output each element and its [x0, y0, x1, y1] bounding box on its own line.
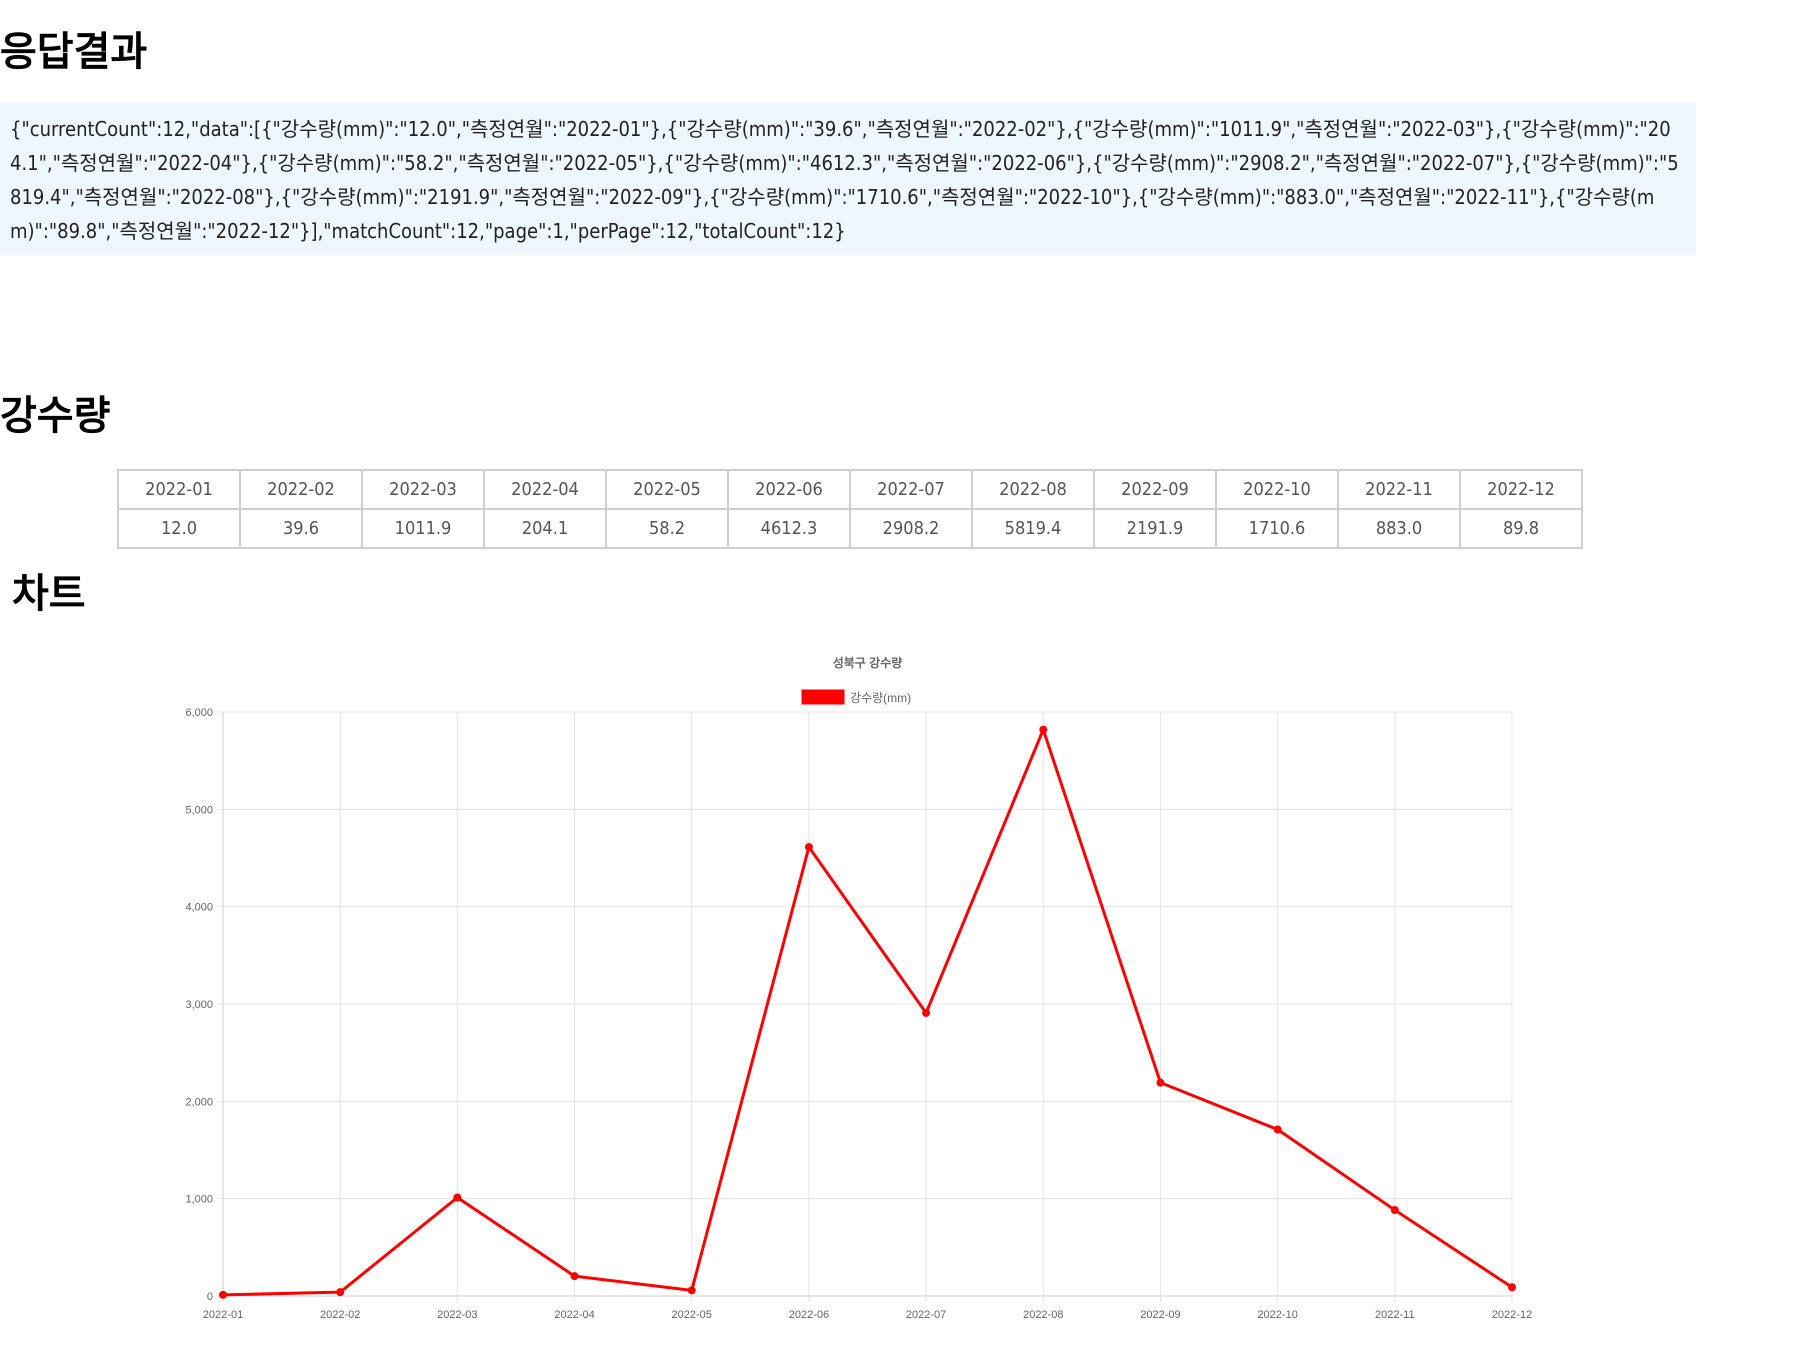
table-cell-month: 2022-12 — [1459, 469, 1583, 510]
table-cell-month: 2022-08 — [971, 469, 1095, 510]
x-tick-label: 2022-05 — [672, 1309, 712, 1321]
y-tick-label: 3,000 — [185, 999, 213, 1011]
chart-heading: 차트 — [12, 571, 86, 617]
table-cell-value: 89.8 — [1459, 508, 1583, 549]
table-cell-month: 2022-02 — [239, 469, 363, 510]
x-tick-label: 2022-07 — [906, 1309, 946, 1321]
table-cell-month: 2022-06 — [727, 469, 851, 510]
x-tick-label: 2022-04 — [554, 1309, 594, 1321]
table-cell-value: 883.0 — [1337, 508, 1461, 549]
y-tick-label: 6,000 — [185, 707, 213, 719]
result-heading: 응답결과 — [0, 29, 148, 75]
legend-label: 강수량(mm) — [850, 691, 911, 705]
data-point — [1508, 1283, 1516, 1292]
x-tick-label: 2022-08 — [1023, 1309, 1063, 1321]
y-tick-label: 5,000 — [185, 804, 213, 816]
table-cell-month: 2022-01 — [117, 469, 241, 510]
table-cell-month: 2022-03 — [361, 469, 485, 510]
x-tick-label: 2022-01 — [203, 1309, 243, 1321]
table-row-months: 2022-01 2022-02 2022-03 2022-04 2022-05 2022-… — [117, 469, 1583, 510]
x-tick-label: 2022-11 — [1375, 1309, 1415, 1321]
series-line — [222, 728, 1513, 1297]
table-cell-value: 1011.9 — [361, 508, 485, 549]
table-cell-month: 2022-09 — [1093, 469, 1217, 510]
table-cell-month: 2022-07 — [849, 469, 973, 510]
y-tick-label: 0 — [207, 1291, 213, 1303]
table-cell-month: 2022-11 — [1337, 469, 1461, 510]
table-cell-value: 39.6 — [239, 508, 363, 549]
x-tick-label: 2022-10 — [1257, 1309, 1297, 1321]
y-tick-label: 4,000 — [185, 902, 213, 914]
data-point — [804, 843, 813, 852]
y-tick-label: 1,000 — [185, 1194, 213, 1206]
chart-title: 성북구 강수량 — [833, 656, 903, 670]
table-cell-value: 2191.9 — [1093, 508, 1217, 549]
table-cell-value: 58.2 — [605, 508, 729, 549]
y-tick-label: 2,000 — [185, 1096, 213, 1108]
data-point — [1273, 1125, 1282, 1134]
data-point — [336, 1288, 345, 1297]
data-point — [219, 1290, 227, 1299]
x-tick-label: 2022-06 — [789, 1309, 829, 1321]
data-point — [570, 1272, 579, 1281]
data-point — [1390, 1206, 1399, 1215]
rainfall-table: 2022-01 2022-02 2022-03 2022-04 2022-05 2022-… — [117, 469, 1583, 549]
table-row-values: 12.0 39.6 1011.9 204.1 58.2 4612.3 2908.2 5819.… — [117, 508, 1583, 549]
table-cell-month: 2022-04 — [483, 469, 607, 510]
x-tick-label: 2022-12 — [1492, 1309, 1532, 1321]
data-point — [922, 1008, 931, 1017]
table-cell-value: 12.0 — [117, 508, 241, 549]
x-tick-label: 2022-02 — [320, 1309, 360, 1321]
table-cell-value: 1710.6 — [1215, 508, 1339, 549]
table-cell-value: 2908.2 — [849, 508, 973, 549]
legend-swatch — [801, 689, 845, 705]
response-json-text: {"currentCount":12,"data":[{"강수량(mm)":"1… — [0, 102, 1696, 255]
table-cell-value: 4612.3 — [727, 508, 851, 549]
data-point — [687, 1286, 696, 1295]
data-point — [453, 1193, 462, 1202]
data-point — [1039, 725, 1048, 734]
x-tick-label: 2022-09 — [1140, 1309, 1180, 1321]
table-cell-value: 5819.4 — [971, 508, 1095, 549]
x-tick-label: 2022-03 — [437, 1309, 477, 1321]
table-cell-month: 2022-10 — [1215, 469, 1339, 510]
rainfall-heading: 강수량 — [0, 393, 111, 439]
table-cell-month: 2022-05 — [605, 469, 729, 510]
table-cell-value: 204.1 — [483, 508, 607, 549]
data-point — [1156, 1078, 1165, 1087]
